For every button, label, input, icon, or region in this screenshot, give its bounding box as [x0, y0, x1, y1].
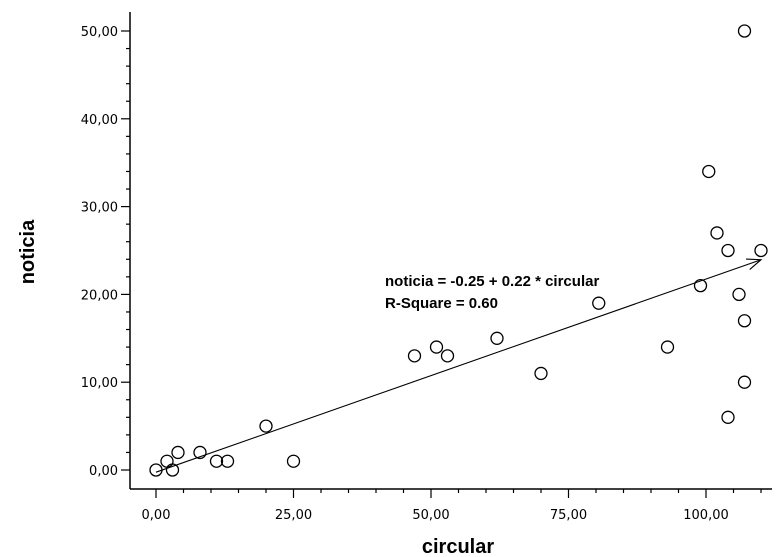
x-ticks: 0,00 25,00 50,00 75,00 100,00: [142, 489, 762, 523]
x-tick-label: 75,00: [550, 508, 587, 523]
data-point: [149, 463, 163, 477]
y-tick-label: 20,00: [81, 288, 118, 303]
data-point: [490, 331, 504, 345]
data-point: [592, 296, 606, 310]
regression-equation: noticia = -0.25 + 0.22 * circular: [385, 273, 599, 290]
y-tick-label: 50,00: [81, 25, 118, 40]
data-point: [429, 340, 444, 354]
points-layer: [149, 24, 768, 477]
y-tick-label: 30,00: [81, 201, 118, 216]
r-square-label: R-Square = 0.60: [385, 295, 498, 312]
data-point: [721, 410, 735, 424]
y-tick-label: 10,00: [81, 376, 118, 391]
data-point: [737, 314, 752, 328]
data-point: [721, 243, 735, 258]
y-tick-label: 0,00: [89, 464, 118, 479]
x-tick-label: 25,00: [275, 508, 312, 523]
data-point: [737, 375, 752, 389]
data-point: [209, 454, 224, 468]
y-axis-title: noticia: [17, 219, 39, 284]
data-point: [193, 445, 207, 460]
data-point: [171, 445, 185, 460]
regression-arrowhead: [745, 258, 763, 270]
data-point: [440, 349, 455, 363]
data-point: [693, 278, 708, 293]
data-point: [534, 366, 548, 381]
data-point: [737, 24, 752, 38]
y-tick-label: 40,00: [81, 113, 118, 128]
data-point: [220, 454, 235, 468]
data-point: [710, 226, 724, 240]
regression-line: [155, 259, 762, 473]
data-point: [259, 419, 273, 433]
x-tick-label: 0,00: [142, 508, 171, 523]
data-point: [754, 243, 768, 258]
data-point: [286, 454, 301, 468]
data-point: [160, 454, 174, 468]
x-axis-title: circular: [422, 536, 494, 557]
data-point: [660, 340, 675, 354]
y-ticks: 0,00 10,00 20,00 30,00 40,00 50,00: [81, 25, 130, 479]
x-tick-label: 100,00: [683, 508, 729, 523]
x-tick-label: 50,00: [412, 508, 449, 523]
regression-line-layer: [155, 258, 763, 473]
data-point: [407, 349, 422, 363]
data-point: [702, 164, 716, 179]
data-point: [165, 463, 180, 477]
data-point: [732, 287, 746, 302]
